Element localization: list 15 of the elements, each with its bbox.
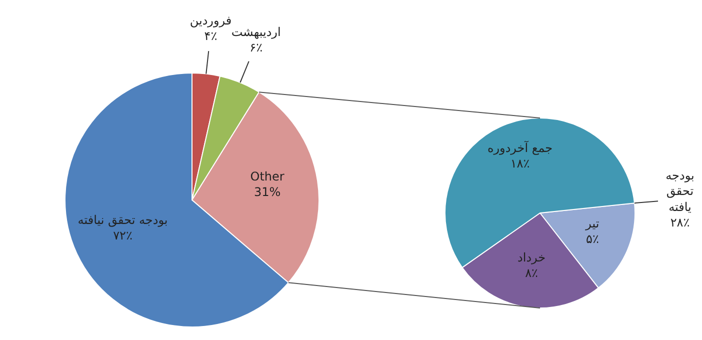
slice-label: فروردین [190, 13, 232, 28]
data-label: ۵٪ [586, 232, 599, 246]
data-label: 31% [254, 185, 281, 200]
data-label: ۷۲٪ [113, 228, 132, 243]
slice-label: Other [250, 170, 284, 184]
slice-label: خرداد [518, 250, 546, 265]
slice-label: جمع آخردوره [487, 140, 553, 155]
slice-label: تیر [584, 216, 600, 230]
text: بودجه تحقق یافته ۲۸٪ [666, 168, 694, 230]
data-label: ۱۸٪ [510, 156, 530, 170]
data-label: ۶٪ [250, 40, 263, 55]
slice-label: اردیبهشت [231, 24, 281, 39]
data-label: ۴٪ [204, 28, 218, 43]
slice-label: بودجه تحقق نیافته [78, 213, 168, 228]
data-label: ۸٪ [525, 266, 538, 280]
